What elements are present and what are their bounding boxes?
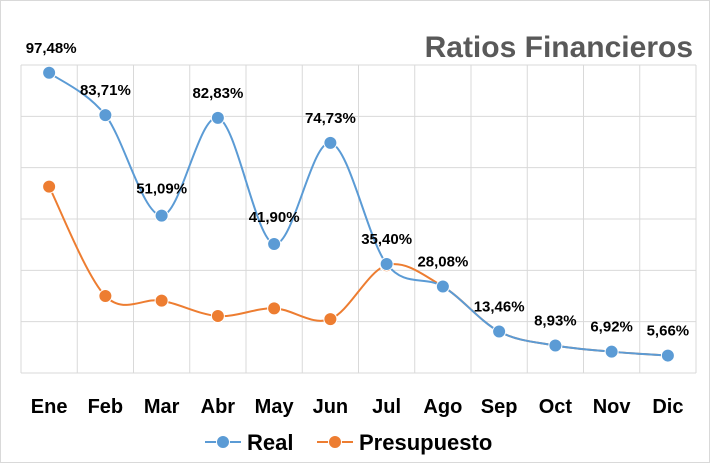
x-tick-label: Mar [144, 396, 180, 418]
data-point-real-ene[interactable] [42, 65, 57, 80]
data-label-abr: 82,83% [192, 85, 243, 102]
data-point-real-may[interactable] [267, 236, 282, 251]
data-label-ene: 97,48% [26, 40, 77, 57]
data-point-real-nov[interactable] [604, 344, 619, 359]
x-tick-label: Dic [652, 396, 683, 418]
data-point-real-sep[interactable] [492, 324, 507, 339]
data-label-may: 41,90% [249, 209, 300, 226]
data-point-presupuesto-jun[interactable] [323, 312, 338, 327]
x-tick-label: Ago [423, 396, 462, 418]
data-label-sep: 13,46% [474, 299, 525, 316]
data-point-real-ago[interactable] [435, 279, 450, 294]
legend[interactable]: Real Presupuesto [205, 430, 492, 455]
data-point-real-dic[interactable] [660, 348, 675, 363]
data-label-feb: 83,71% [80, 82, 131, 99]
legend-item-presupuesto[interactable]: Presupuesto [317, 430, 492, 455]
x-tick-label: Ene [31, 396, 68, 418]
data-label-mar: 51,09% [136, 181, 187, 198]
data-point-real-abr[interactable] [210, 110, 225, 125]
data-point-real-mar[interactable] [154, 208, 169, 223]
data-point-real-oct[interactable] [548, 338, 563, 353]
data-point-real-jul[interactable] [379, 256, 394, 271]
x-tick-label: Sep [481, 396, 518, 418]
x-tick-label: Nov [593, 396, 632, 418]
legend-item-real[interactable]: Real [205, 430, 293, 455]
legend-label-real: Real [247, 430, 293, 455]
data-label-jul: 35,40% [361, 231, 412, 248]
chart-title: Ratios Financieros [425, 31, 693, 64]
legend-label-presupuesto: Presupuesto [359, 430, 492, 455]
data-point-real-feb[interactable] [98, 108, 113, 123]
data-labels: 97,48% 83,71% 51,09% 82,83% 41,90% 74,73% 35,4… [26, 40, 689, 340]
x-tick-label: Abr [201, 396, 236, 418]
x-tick-label: May [255, 396, 295, 418]
data-point-presupuesto-mar[interactable] [154, 293, 169, 308]
data-label-jun: 74,73% [305, 110, 356, 127]
gridlines [20, 64, 697, 374]
data-point-presupuesto-feb[interactable] [98, 289, 113, 303]
series-presupuesto [42, 179, 675, 363]
data-label-oct: 8,93% [534, 312, 577, 329]
x-tick-label: Jun [313, 396, 349, 418]
x-tick-label: Oct [539, 396, 573, 418]
data-label-dic: 5,66% [647, 323, 690, 340]
data-point-presupuesto-may[interactable] [267, 301, 282, 316]
x-tick-label: Jul [372, 396, 401, 418]
x-axis-ticks: Ene Feb Mar Abr May Jun Jul Ago Sep Oct Nov Dic [31, 396, 684, 418]
data-point-presupuesto-abr[interactable] [210, 309, 225, 324]
x-tick-label: Feb [88, 396, 124, 418]
series-real [42, 65, 675, 363]
data-label-nov: 6,92% [590, 319, 633, 336]
data-point-real-jun[interactable] [323, 135, 338, 150]
series-layer [42, 65, 675, 363]
data-label-ago: 28,08% [417, 254, 468, 271]
data-point-presupuesto-ene[interactable] [42, 179, 57, 194]
legend-marker-presupuesto [328, 435, 342, 449]
legend-marker-real [216, 435, 230, 449]
